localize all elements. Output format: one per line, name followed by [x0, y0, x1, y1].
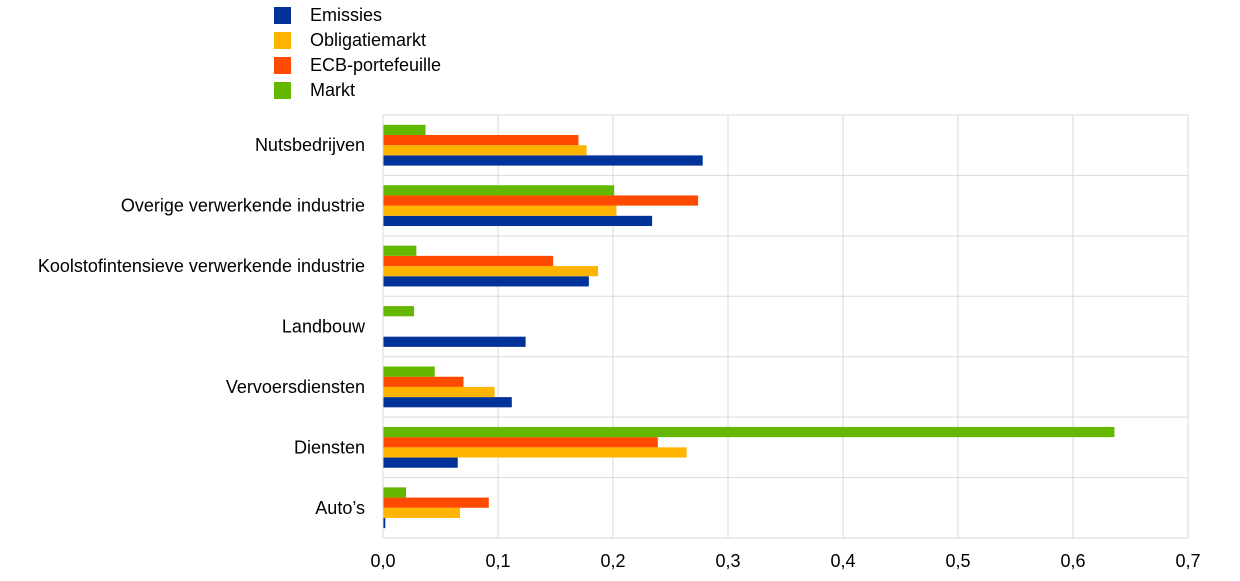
category-label: Overige verwerkende industrie	[121, 196, 365, 216]
bar-markt	[383, 487, 406, 498]
bar-obligatiemarkt	[383, 205, 617, 216]
legend-label: Emissies	[310, 5, 383, 25]
legend-item: ECB-portefeuille	[274, 53, 441, 78]
legend-item: Obligatiemarkt	[274, 28, 441, 53]
bar-ecb-portefeuille	[383, 376, 464, 387]
bar-obligatiemarkt	[383, 507, 461, 518]
bar-emissies	[383, 457, 458, 468]
legend-swatch	[274, 7, 291, 24]
bar-ecb-portefeuille	[383, 437, 658, 448]
gridlines	[383, 114, 1189, 539]
bar-markt	[383, 185, 615, 196]
x-tick-label: 0,1	[485, 551, 510, 571]
bar-emissies	[383, 155, 703, 166]
bar-obligatiemarkt	[383, 386, 495, 398]
legend-label: Obligatiemarkt	[310, 30, 427, 50]
bar-ecb-portefeuille	[383, 497, 489, 508]
category-label: Auto’s	[315, 498, 365, 518]
x-tick-label: 0,6	[1060, 551, 1085, 571]
bar-emissies	[383, 276, 589, 287]
bar-markt	[383, 366, 435, 377]
legend-swatch	[274, 32, 291, 49]
legend-item: Emissies	[274, 3, 441, 28]
legend-label: ECB-portefeuille	[310, 55, 442, 75]
legend-swatch	[274, 82, 291, 99]
bars	[383, 124, 1115, 529]
bar-ecb-portefeuille	[383, 195, 699, 206]
x-tick-label: 0,4	[830, 551, 855, 571]
chart-legend: Emissies Obligatiemarkt ECB-portefeuille Ma…	[274, 3, 441, 103]
x-tick-label: 0,5	[945, 551, 970, 571]
bar-obligatiemarkt	[383, 266, 599, 277]
bar-emissies	[383, 397, 512, 408]
x-tick-label: 0,0	[370, 551, 395, 571]
bar-markt	[383, 124, 426, 135]
bar-markt	[383, 245, 417, 256]
bar-ecb-portefeuille	[383, 135, 579, 146]
category-label: Diensten	[294, 437, 365, 457]
x-tick-label: 0,7	[1175, 551, 1200, 571]
bar-markt	[383, 306, 415, 317]
x-tick-label: 0,3	[715, 551, 740, 571]
bar-ecb-portefeuille	[383, 255, 554, 267]
category-label: Vervoersdiensten	[226, 377, 365, 397]
legend-label: Markt	[310, 80, 355, 100]
bar-markt	[383, 426, 1115, 438]
bar-emissies	[383, 517, 386, 529]
bar-obligatiemarkt	[383, 447, 687, 458]
x-tick-label: 0,2	[600, 551, 625, 571]
bar-emissies	[383, 215, 653, 227]
bar-emissies	[383, 336, 526, 347]
category-label: Koolstofintensieve verwerkende industrie	[38, 256, 365, 276]
category-label: Nutsbedrijven	[255, 135, 365, 155]
legend-item: Markt	[274, 78, 441, 103]
bar-obligatiemarkt	[383, 145, 587, 156]
category-label: Landbouw	[282, 317, 366, 337]
legend-swatch	[274, 57, 291, 74]
